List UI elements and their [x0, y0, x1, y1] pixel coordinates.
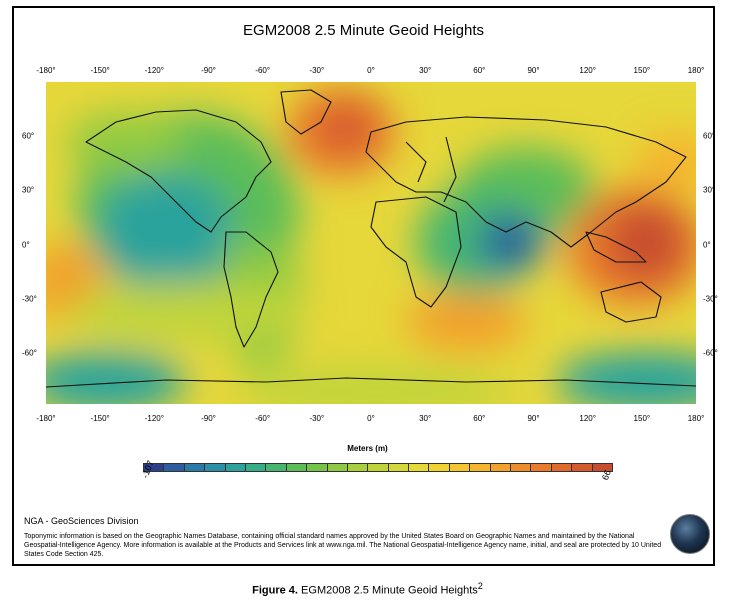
scale-swatch [245, 464, 267, 471]
division-label: NGA - GeoSciences Division [24, 516, 139, 526]
scale-swatch [470, 464, 491, 471]
latitude-label: 0° [703, 240, 711, 250]
longitude-label: -60° [255, 414, 271, 423]
longitude-label: 60° [473, 66, 486, 75]
caption-footnote: 2 [477, 581, 483, 591]
longitude-label: 150° [633, 414, 651, 423]
scale-swatch [164, 464, 185, 471]
longitude-label: 180° [687, 66, 705, 75]
longitude-label: -120° [144, 414, 164, 423]
latitude-label: -30° [22, 294, 37, 304]
longitude-label: 120° [579, 66, 596, 75]
legend-units: Meters (m) [347, 444, 388, 453]
longitude-label: 0° [367, 414, 375, 423]
scale-swatch [205, 464, 226, 471]
geoid-map [46, 82, 696, 404]
scale-swatch [449, 464, 471, 471]
longitude-label: -60° [255, 66, 271, 75]
longitude-label: 120° [579, 414, 596, 423]
latitude-label: 30° [22, 185, 35, 195]
longitude-label: 30° [419, 66, 432, 75]
longitude-label: -30° [309, 66, 325, 75]
latitude-label: 0° [22, 240, 30, 250]
scale-swatch [531, 464, 552, 471]
caption-label: Figure 4. [252, 584, 298, 597]
latitude-label: -60° [22, 348, 37, 358]
color-scale [143, 463, 613, 472]
map-title: EGM2008 2.5 Minute Geoid Heights [243, 22, 484, 39]
caption-text: EGM2008 2.5 Minute Geoid Heights [301, 584, 478, 597]
scale-swatch [307, 464, 328, 471]
scale-swatch [347, 464, 369, 471]
longitude-label: 150° [633, 66, 651, 75]
scale-swatch [327, 464, 348, 471]
latitude-label: -60° [703, 348, 718, 358]
scale-swatch [511, 464, 532, 471]
scale-swatch [429, 464, 450, 471]
longitude-label: -150° [90, 66, 110, 75]
figure-caption: Figure 4. EGM2008 2.5 Minute Geoid Heigh… [0, 581, 735, 597]
longitude-label: 60° [473, 414, 486, 423]
scale-swatch [184, 464, 206, 471]
scale-swatch [266, 464, 287, 471]
latitude-label: 30° [703, 185, 716, 195]
scale-swatch [286, 464, 308, 471]
longitude-label: 0° [367, 66, 375, 75]
longitude-label: -120° [144, 66, 164, 75]
latitude-label: -30° [703, 294, 718, 304]
scale-swatch [551, 464, 573, 471]
nga-seal-icon [670, 514, 710, 554]
scale-swatch [388, 464, 410, 471]
longitude-label: -150° [90, 414, 110, 423]
scale-swatch [225, 464, 246, 471]
toponymic-notice: Toponymic information is based on the Ge… [24, 533, 662, 558]
scale-swatch [409, 464, 430, 471]
latitude-label: 60° [22, 131, 35, 141]
longitude-label: -30° [309, 414, 325, 423]
longitude-label: 30° [419, 414, 432, 423]
longitude-label: 180° [687, 414, 705, 423]
scale-swatch [572, 464, 593, 471]
longitude-label: -90° [201, 66, 216, 75]
longitude-label: -180° [36, 66, 56, 75]
scale-swatch [592, 464, 612, 471]
longitude-label: 90° [527, 414, 540, 423]
scale-swatch [490, 464, 512, 471]
latitude-label: 60° [703, 131, 716, 141]
longitude-label: -180° [36, 414, 56, 423]
scale-swatch [368, 464, 389, 471]
longitude-label: -90° [201, 414, 216, 423]
longitude-label: 90° [527, 66, 540, 75]
scale-swatch [144, 464, 165, 471]
